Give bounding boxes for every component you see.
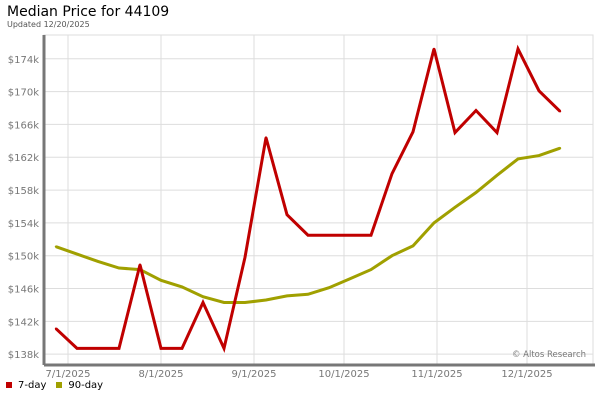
- y-tick-label: $162k: [8, 153, 39, 164]
- data-point-7-day: [495, 131, 499, 134]
- x-axis-ticks: 7/1/2025 8/1/2025 9/1/2025 10/1/2025 11/1/20…: [46, 369, 553, 380]
- data-point-7-day: [285, 213, 289, 216]
- y-tick-label: $158k: [8, 186, 39, 197]
- data-point-90-day: [537, 154, 541, 157]
- legend-swatch: [56, 382, 63, 388]
- x-tick-label: 8/1/2025: [139, 369, 184, 380]
- data-point-90-day: [180, 285, 184, 289]
- data-point-7-day: [369, 233, 373, 237]
- data-point-90-day: [54, 245, 58, 248]
- data-point-90-day: [117, 266, 121, 270]
- y-tick-label: $174k: [8, 55, 39, 66]
- data-point-7-day: [264, 136, 268, 139]
- data-point-7-day: [558, 110, 562, 113]
- data-point-7-day: [54, 327, 58, 330]
- data-point-7-day: [516, 47, 520, 51]
- data-point-7-day: [390, 172, 394, 175]
- data-point-7-day: [411, 130, 415, 134]
- data-point-90-day: [264, 298, 268, 302]
- data-point-90-day: [348, 277, 352, 280]
- data-point-7-day: [75, 347, 79, 350]
- data-point-7-day: [537, 89, 541, 92]
- data-point-90-day: [474, 191, 478, 194]
- legend-swatch: [6, 382, 12, 388]
- chart-subtitle: Updated 12/20/2025: [7, 20, 90, 29]
- data-point-7-day: [180, 347, 184, 350]
- data-point-7-day: [159, 347, 163, 350]
- x-tick-label: 7/1/2025: [46, 369, 91, 380]
- grid: [42, 34, 595, 367]
- data-point-7-day: [138, 263, 142, 266]
- data-point-90-day: [222, 301, 226, 304]
- series-lines: [54, 44, 562, 354]
- data-point-7-day: [96, 347, 100, 350]
- data-point-90-day: [558, 147, 562, 150]
- data-point-90-day: [453, 206, 457, 209]
- x-tick-label: 9/1/2025: [232, 369, 277, 380]
- data-point-90-day: [369, 268, 373, 271]
- data-point-7-day: [474, 109, 478, 112]
- data-point-7-day: [201, 301, 205, 304]
- data-point-90-day: [306, 293, 310, 296]
- y-tick-label: $170k: [8, 88, 39, 99]
- x-tick-label: 12/1/2025: [501, 369, 552, 380]
- data-point-90-day: [285, 294, 289, 298]
- legend-item-7-day: 7-day: [6, 380, 46, 391]
- y-tick-label: $146k: [8, 285, 39, 296]
- watermark: © Altos Research: [512, 350, 586, 360]
- legend-item-90-day: 90-day: [56, 380, 103, 391]
- y-tick-label: $142k: [8, 317, 39, 328]
- x-tick-label: 11/1/2025: [411, 369, 462, 380]
- data-point-7-day: [453, 131, 457, 134]
- y-tick-label: $138k: [8, 350, 39, 361]
- data-point-7-day: [432, 47, 436, 51]
- data-point-90-day: [75, 252, 79, 256]
- data-point-90-day: [411, 244, 415, 248]
- data-point-90-day: [96, 260, 100, 263]
- data-point-7-day: [327, 233, 331, 237]
- data-point-7-day: [117, 347, 121, 350]
- data-point-90-day: [327, 286, 331, 289]
- data-point-90-day: [201, 295, 205, 298]
- data-point-90-day: [390, 254, 394, 257]
- data-point-90-day: [243, 301, 247, 304]
- data-point-90-day: [516, 157, 520, 161]
- data-point-7-day: [348, 233, 352, 237]
- data-point-7-day: [243, 256, 247, 259]
- legend: 7-day 90-day: [6, 380, 103, 391]
- x-tick-label: 10/1/2025: [318, 369, 369, 380]
- y-tick-label: $150k: [8, 252, 39, 263]
- data-point-90-day: [495, 174, 499, 177]
- y-axis-ticks: $138k $142k $146k $150k $154k $158k $162k $166k…: [8, 55, 39, 361]
- chart-title: Median Price for 44109: [7, 4, 170, 20]
- legend-label: 90-day: [68, 380, 104, 391]
- y-tick-label: $154k: [8, 219, 39, 230]
- data-point-90-day: [159, 279, 163, 282]
- data-point-7-day: [222, 347, 226, 350]
- legend-label: 7-day: [18, 380, 47, 391]
- data-point-90-day: [432, 221, 436, 225]
- data-point-7-day: [306, 233, 310, 237]
- y-tick-label: $166k: [8, 120, 39, 131]
